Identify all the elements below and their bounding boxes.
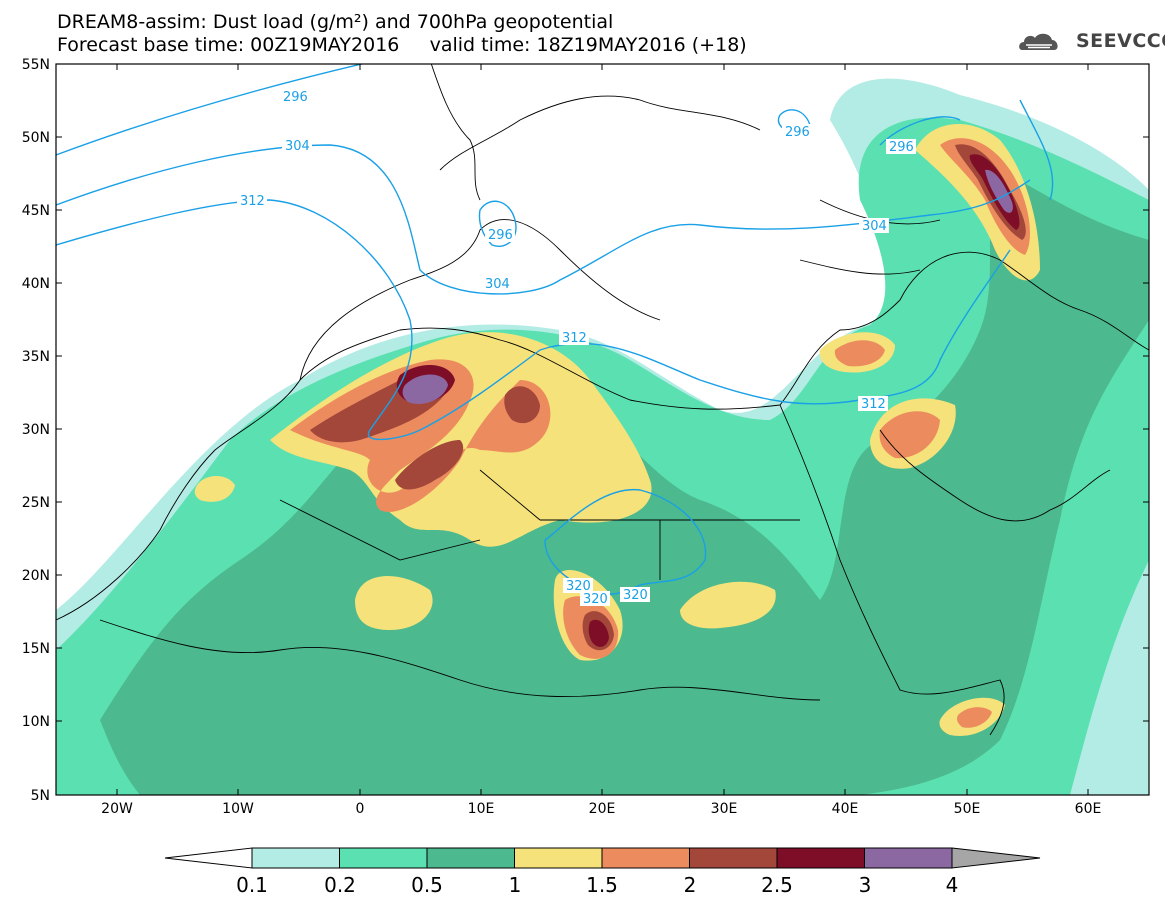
axis-ticks: [56, 63, 1149, 795]
contour-label: 304: [285, 139, 310, 154]
colorbar-label: 2: [683, 873, 697, 897]
lon-label: 30E: [711, 801, 738, 817]
lat-label: 10N: [22, 714, 50, 730]
contour-label: 296: [488, 228, 513, 243]
contour-label: 296: [785, 125, 810, 140]
seevccc-logo-cloud-icon: [1019, 33, 1058, 50]
dust-region-1.5: [290, 359, 551, 512]
contour-label: 296: [889, 140, 914, 155]
colorbar-label: 1: [508, 873, 522, 897]
colorbar-segment: [689, 847, 778, 869]
lat-label: 50N: [22, 130, 50, 146]
lon-label: 60E: [1075, 801, 1102, 817]
contour-312-b: [1019, 99, 1054, 201]
colorbar: [164, 847, 1041, 869]
colorbar-segment: [251, 847, 340, 869]
contour-label: 320: [623, 588, 648, 603]
dust-region-3-b: [985, 169, 1013, 213]
dust-region-2.5-c: [588, 619, 609, 647]
colorbar-segment: [339, 847, 428, 869]
contour-label: 320: [583, 592, 608, 607]
dust-region-2-b: [395, 440, 464, 490]
colorbar-segment: [864, 847, 953, 869]
lat-label: 35N: [22, 349, 50, 365]
contour-296: [56, 64, 365, 156]
lat-label: 15N: [22, 641, 50, 657]
map-title-line2: Forecast base time: 00Z19MAY2016 valid t…: [57, 34, 747, 56]
lat-label: 5N: [31, 788, 50, 804]
dust-region-1.5-c: [879, 411, 940, 459]
lon-label: 0: [356, 801, 365, 817]
colorbar-segment: [514, 847, 603, 869]
contour-labels: 296 304 312 296 304 296 296 304 312 312 …: [237, 89, 916, 607]
contour-label: 304: [485, 277, 510, 292]
logo-text: SEEVCCC: [1076, 30, 1165, 52]
latitude-labels: 55N 50N 45N 40N 35N 30N 25N 20N 15N 10N …: [22, 57, 50, 804]
dust-region-1-d: [680, 581, 776, 629]
colorbar-label: 1.5: [586, 873, 618, 897]
lon-label: 20E: [589, 801, 616, 817]
colorbar-segment: [776, 847, 865, 869]
lon-label: 50E: [954, 801, 981, 817]
colorbar-label: 0.2: [324, 873, 356, 897]
map-title-line1: DREAM8-assim: Dust load (g/m²) and 700hP…: [57, 11, 614, 33]
contour-label: 312: [240, 194, 265, 209]
coastlines: [56, 64, 1149, 736]
lon-label: 40E: [832, 801, 859, 817]
contour-label: 304: [862, 219, 887, 234]
contour-312: [56, 199, 1011, 441]
contour-label: 312: [562, 331, 587, 346]
dust-region-1-i: [194, 475, 235, 502]
contour-label: 296: [283, 90, 308, 105]
colorbar-label: 2.5: [761, 873, 793, 897]
lat-label: 30N: [22, 422, 50, 438]
longitude-labels: 20W 10W 0 10E 20E 30E 40E 50E 60E: [101, 801, 1101, 817]
colorbar-under-arrow: [164, 847, 253, 869]
lon-label: 20W: [101, 801, 133, 817]
colorbar-label: 3: [858, 873, 872, 897]
colorbar-segment: [601, 847, 690, 869]
colorbar-over-arrow: [951, 847, 1041, 869]
colorbar-label: 0.1: [236, 873, 268, 897]
colorbar-segment: [426, 847, 515, 869]
contour-label: 312: [861, 397, 886, 412]
lat-label: 25N: [22, 495, 50, 511]
lon-label: 10W: [222, 801, 254, 817]
contour-label: 320: [566, 579, 591, 594]
dust-region-1.5-f: [957, 707, 992, 728]
lat-label: 40N: [22, 276, 50, 292]
colorbar-label: 0.5: [411, 873, 443, 897]
dust-region-3: [402, 374, 448, 405]
colorbar-label: 4: [945, 873, 959, 897]
dust-region-2-c: [504, 386, 540, 424]
dust-region-1-b: [355, 576, 433, 630]
lat-label: 55N: [22, 57, 50, 73]
dust-field: [56, 78, 1149, 795]
dust-region-1.5-d: [834, 340, 885, 367]
lat-label: 20N: [22, 568, 50, 584]
lat-label: 45N: [22, 203, 50, 219]
lon-label: 10E: [468, 801, 495, 817]
